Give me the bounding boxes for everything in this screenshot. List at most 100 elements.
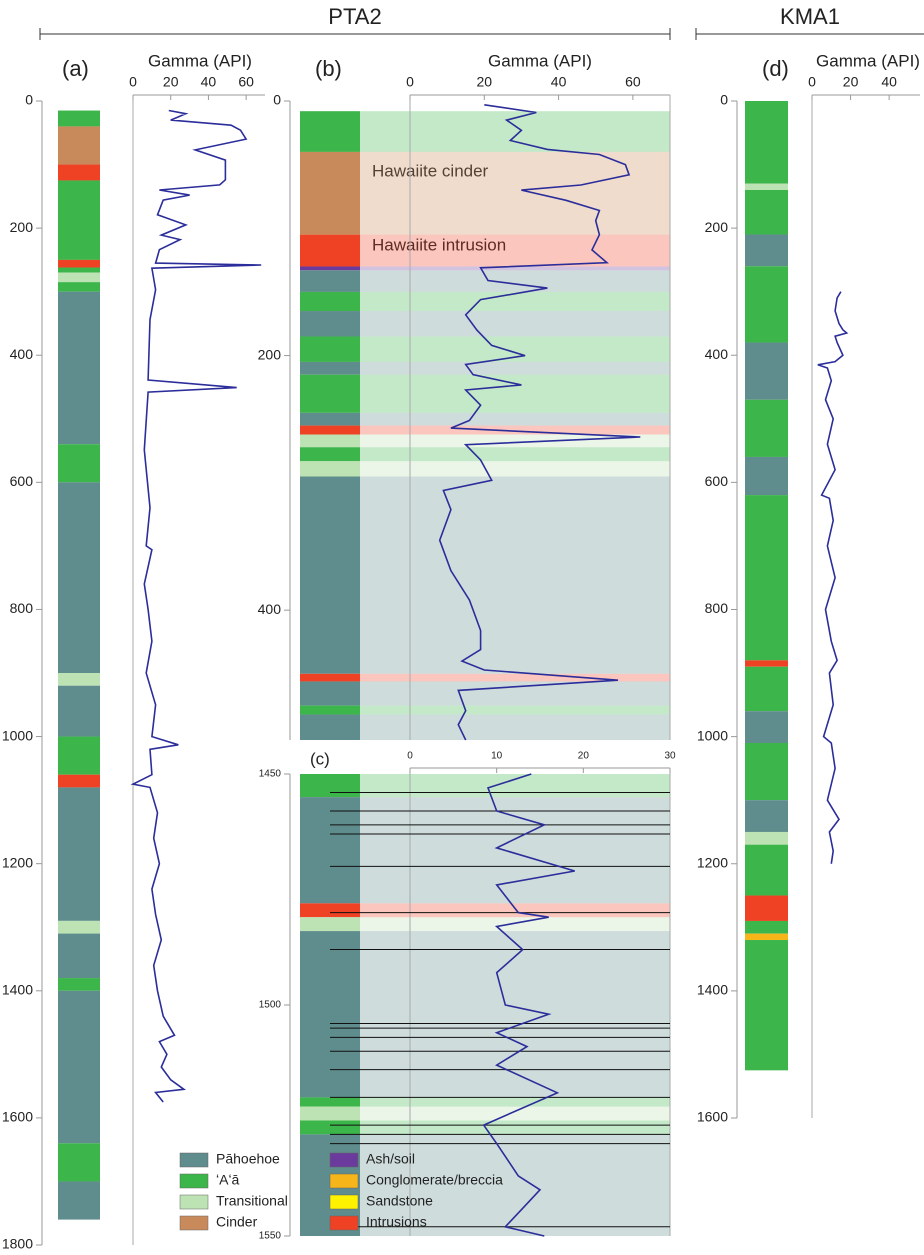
- lithology-shade: [360, 425, 670, 435]
- lithology-interval: [300, 311, 360, 337]
- lithology-interval: [745, 940, 788, 1071]
- gamma-curve: [438, 104, 641, 741]
- y-tick-label: 1400: [2, 981, 33, 997]
- y-tick-label: 800: [10, 600, 34, 616]
- x-tick-label: 0: [407, 751, 413, 762]
- panel-label: (a): [62, 56, 89, 81]
- lithology-interval: [745, 895, 788, 921]
- lithology-shade: [360, 434, 670, 448]
- x-axis-label: Gamma (API): [148, 51, 252, 70]
- lithology-shade: [360, 1134, 670, 1236]
- legend-label: Pāhoehoe: [216, 1151, 280, 1167]
- lithology-interval: [300, 111, 360, 152]
- lithology-interval: [58, 482, 100, 673]
- lithology-shade: [360, 705, 670, 715]
- lithology-interval: [58, 685, 100, 737]
- lithology-interval: [745, 342, 788, 400]
- lithology-shade: [360, 447, 670, 462]
- y-tick-label: 1200: [697, 854, 728, 870]
- lithology-interval: [58, 267, 100, 273]
- lithology-shade: [360, 461, 670, 477]
- legend-swatch: [179, 1215, 209, 1231]
- well-title: KMA1: [780, 4, 840, 29]
- x-tick-label: 20: [843, 74, 859, 90]
- lithology-interval: [58, 920, 100, 934]
- x-tick-label: 40: [881, 74, 897, 90]
- legend-swatch: [179, 1152, 209, 1168]
- legend-swatch: [179, 1173, 209, 1189]
- lithology-interval: [300, 151, 360, 235]
- lithology-interval: [745, 920, 788, 934]
- x-tick-label: 60: [625, 74, 641, 90]
- x-tick-label: 20: [578, 751, 590, 762]
- lithology-interval: [745, 399, 788, 457]
- x-tick-label: 0: [808, 74, 816, 90]
- lithology-interval: [300, 931, 360, 1098]
- lithology-interval: [300, 774, 360, 798]
- y-tick-label: 600: [705, 473, 729, 489]
- lithology-shade: [360, 336, 670, 362]
- lithology-interval: [58, 1181, 100, 1220]
- panel-label: (b): [315, 56, 342, 81]
- lithology-interval: [300, 1106, 360, 1121]
- y-tick-label: 400: [705, 346, 729, 362]
- y-tick-label: 200: [258, 346, 282, 362]
- lithology-interval: [300, 425, 360, 435]
- lithology-interval: [300, 412, 360, 426]
- legend-label: Conglomerate/breccia: [366, 1172, 503, 1188]
- x-tick-label: 40: [201, 74, 217, 90]
- lithology-shade: [360, 266, 670, 271]
- lithology-interval: [58, 933, 100, 979]
- lithology-interval: [300, 266, 360, 271]
- y-tick-label: 1550: [259, 1231, 282, 1242]
- lithology-interval: [58, 444, 100, 483]
- lithology-interval: [58, 787, 100, 921]
- legend-label: Transitional: [216, 1193, 288, 1209]
- lithology-interval: [300, 673, 360, 682]
- x-tick-label: 0: [129, 74, 137, 90]
- x-tick-label: 30: [664, 751, 676, 762]
- lithology-interval: [58, 272, 100, 283]
- lithology-interval: [300, 361, 360, 375]
- legend-label: Sandstone: [366, 1193, 433, 1209]
- lithology-shade: [360, 681, 670, 706]
- lithology-interval: [745, 456, 788, 496]
- y-tick-label: 0: [720, 92, 728, 108]
- panel-label: (d): [762, 56, 789, 81]
- lithology-shade: [360, 917, 670, 932]
- lithology-interval: [745, 101, 788, 184]
- lithology-shade: [360, 797, 670, 904]
- lithology-interval: [300, 681, 360, 706]
- y-tick-label: 1000: [2, 727, 33, 743]
- lithology-interval: [300, 917, 360, 932]
- lithology-interval: [58, 259, 100, 268]
- lithology-interval: [58, 978, 100, 991]
- annotation: Hawaiite cinder: [372, 161, 489, 180]
- lithology-shade: [360, 714, 670, 740]
- x-tick-label: 40: [551, 74, 567, 90]
- lithology-interval: [300, 461, 360, 477]
- lithology-shade: [360, 234, 670, 267]
- lithology-interval: [58, 291, 100, 445]
- x-axis-label: Gamma (API): [816, 51, 920, 70]
- y-tick-label: 800: [705, 600, 729, 616]
- y-tick-label: 1400: [697, 982, 728, 998]
- gamma-curve: [130, 109, 262, 1103]
- lithology-interval: [745, 660, 788, 667]
- lithology-interval: [300, 447, 360, 462]
- legend-swatch: [329, 1152, 359, 1168]
- lithology-interval: [745, 844, 788, 896]
- lithology-interval: [745, 266, 788, 343]
- legend-swatch: [329, 1173, 359, 1189]
- lithology-shade: [360, 1097, 670, 1107]
- lithology-interval: [300, 705, 360, 715]
- y-tick-label: 0: [273, 92, 281, 108]
- lithology-interval: [300, 434, 360, 448]
- legend-label: Ash/soil: [366, 1151, 415, 1167]
- lithology-interval: [300, 903, 360, 918]
- lithology-shade: [360, 1106, 670, 1121]
- lithology-interval: [745, 495, 788, 661]
- lithology-interval: [58, 282, 100, 292]
- lithology-interval: [745, 234, 788, 267]
